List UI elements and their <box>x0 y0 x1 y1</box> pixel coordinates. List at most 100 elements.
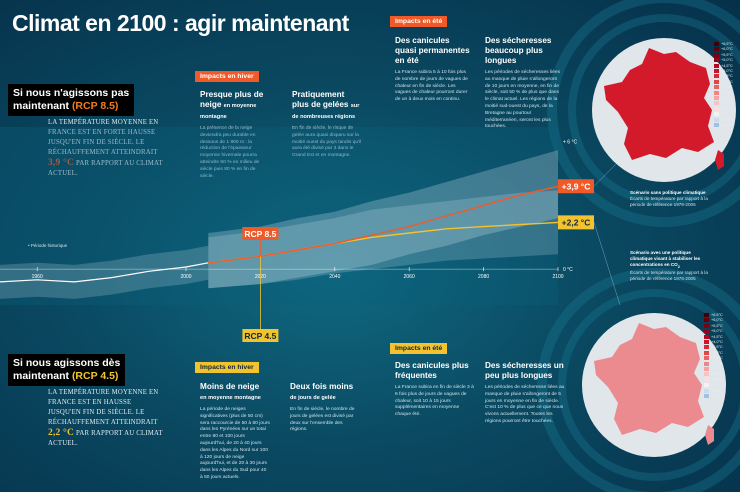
map-low-caption-title-text: Scénario avec une politique climatique v… <box>630 250 701 267</box>
summer-high-tag: Impacts en été <box>390 16 448 27</box>
legend-swatch <box>704 388 709 393</box>
scenario-low-text-1: La température moyenne en France est en … <box>48 389 159 426</box>
map-high-leader <box>593 159 621 187</box>
legend-label: +6,5°C <box>711 313 723 317</box>
winter-high-col1-sub: en moyenne montagne <box>200 103 257 120</box>
legend-label: +5,5°C <box>711 323 723 328</box>
legend-swatch <box>714 123 719 128</box>
legend-swatch <box>704 313 709 317</box>
scenario-low-rcp: (RCP 4.5) <box>71 370 119 382</box>
legend-swatch <box>714 52 719 57</box>
legend-label: +2,5°C <box>711 356 723 361</box>
legend-label: +3,0°C <box>721 79 733 84</box>
legend-label: +4,0°C <box>721 69 733 74</box>
legend-swatch <box>704 361 709 366</box>
legend-swatch <box>704 334 709 339</box>
summer-high-col1-text: La France subira 5 à 10 fois plus de nom… <box>395 70 468 103</box>
legend-swatch <box>704 367 709 372</box>
x-tick-label: 2080 <box>478 274 489 280</box>
legend-entry: +1,5°C <box>704 367 723 372</box>
legend-swatch <box>704 329 709 334</box>
legend-entry: +4,5°C <box>704 334 723 340</box>
corsica-low <box>705 425 714 445</box>
rcp85-label-bg <box>242 227 279 240</box>
legend-label: +5,0°C <box>721 58 733 63</box>
legend-label: +6,0°C <box>711 318 723 323</box>
legend-swatch <box>704 377 709 382</box>
summer-low-col2: Des sécheresses un peu plus longues Les … <box>485 361 565 426</box>
y-tick-label: + 6 °C <box>563 140 577 146</box>
legend-label: 0°C <box>711 383 718 388</box>
winter-low-col2: Deux fois moins de jours de gelée En fin… <box>290 382 360 434</box>
legend-swatch <box>714 42 719 46</box>
legend-swatch <box>714 63 719 68</box>
winter-high-tag: Impacts en hiver <box>195 71 259 82</box>
rcp45-label-bg <box>242 329 279 342</box>
legend-entry: +2,0°C <box>714 90 733 96</box>
legend-entry: +6,0°C <box>714 47 733 52</box>
legend-swatch <box>714 106 719 111</box>
legend-swatch <box>714 79 719 84</box>
scenario-low-heading-line2: maintenant <box>13 370 70 382</box>
legend-swatch <box>714 90 719 95</box>
scenario-high-text-1: La température moyenne en France est en … <box>48 119 159 156</box>
summer-high-col1: Des canicules quasi permanentes en été L… <box>395 36 471 104</box>
summer-low-tag: Impacts en été <box>390 343 448 354</box>
legend-label: +6,5°C <box>721 42 733 46</box>
rcp45-end-badge <box>558 215 594 230</box>
legend-entry: +6,0°C <box>704 318 723 323</box>
legend-label: +2,0°C <box>721 90 733 95</box>
legend-entry: +4,0°C <box>714 69 733 74</box>
legend-label: -1,0°C <box>721 123 732 128</box>
scenario-high-text: La température moyenne en France est en … <box>48 118 166 179</box>
series-line <box>208 185 559 264</box>
legend-label: +1,5°C <box>721 96 733 101</box>
scenario-high-rcp: (RCP 8.5) <box>71 100 119 112</box>
summer-low-col1: Des canicules plus fréquentes La France … <box>395 361 475 419</box>
legend-swatch <box>714 58 719 63</box>
map-high-caption-text: Écarts de température par rapport à la p… <box>630 196 708 207</box>
legend-label: +1,5°C <box>711 367 723 372</box>
legend-label: +5,5°C <box>721 52 733 57</box>
france-map-high <box>604 48 714 160</box>
winter-low-col1-text: La période de neiges significatives (plu… <box>200 407 270 480</box>
legend-entry: +5,0°C <box>714 58 733 63</box>
summer-low-col1-text: La France subira en fin de siècle 3 à 6 … <box>395 385 474 418</box>
legend-entry: -0,5°C <box>704 388 723 394</box>
x-tick-label: 1960 <box>32 274 43 280</box>
legend-swatch <box>704 345 709 350</box>
map-low-caption-text: Écarts de température par rapport à la p… <box>630 269 708 281</box>
map-low <box>594 323 714 445</box>
map-high-caption: Scénario sans politique climatique Écart… <box>630 190 714 208</box>
legend-entry: +6,5°C <box>704 313 723 318</box>
map-low-caption-title: Scénario avec une politique climatique v… <box>630 250 701 269</box>
legend-entry: +6,5°C <box>714 42 733 47</box>
legend-swatch <box>714 85 719 90</box>
rcp85-label: RCP 8.5 <box>244 229 276 239</box>
legend-entry: +5,0°C <box>704 329 723 334</box>
scenario-low-heading-line1: Si nous agissons dès <box>13 357 121 369</box>
legend-swatch <box>714 47 719 52</box>
scenario-low-text: La température moyenne en France est en … <box>48 388 166 449</box>
legend-label: -0,5°C <box>711 388 722 393</box>
legend-swatch <box>704 350 709 355</box>
winter-low-col1: Moins de neige en moyenne montagne La pé… <box>200 382 270 482</box>
map-high-caption-title: Scénario sans politique climatique <box>630 190 706 195</box>
summer-high-col2: Des sécheresses beaucoup plus longues Le… <box>485 36 563 131</box>
legend-entry: -1,0°C <box>704 394 723 399</box>
winter-low-col1-head: Moins de neige <box>200 382 260 391</box>
legend-entry: +1,0°C <box>704 372 723 377</box>
legend-swatch <box>714 101 719 106</box>
legend-swatch <box>704 394 709 399</box>
winter-low-tag: Impacts en hiver <box>195 362 259 373</box>
legend-label: +2,0°C <box>711 361 723 366</box>
legend-entry: -1,0°C <box>714 123 733 128</box>
legend-entry: +4,5°C <box>714 63 733 69</box>
map-low-leader <box>593 222 621 306</box>
page-title: Climat en 2100 : agir maintenant <box>12 10 349 36</box>
winter-high-col1-text: La présence de la neige deviendra peu du… <box>200 126 260 179</box>
legend-label: -0,5°C <box>721 117 732 122</box>
legend-entry: +3,0°C <box>714 79 733 85</box>
legend-label: +3,0°C <box>711 350 723 355</box>
